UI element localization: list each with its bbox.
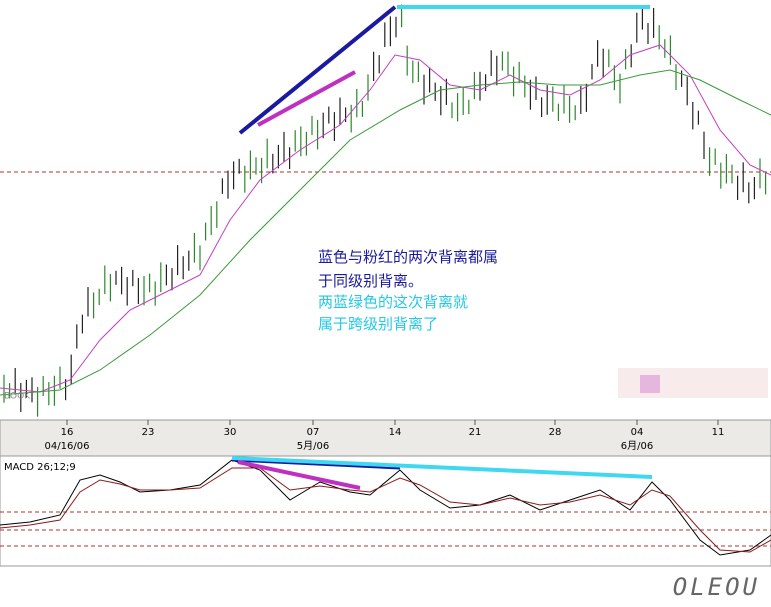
- date-label: 23: [142, 427, 155, 438]
- annotation: 于同级别背离。: [318, 272, 423, 290]
- divergence-line-magenta: [237, 460, 361, 490]
- moving-average-short: [0, 44, 771, 393]
- price-panel: [0, 0, 771, 420]
- annotation: 两蓝绿色的这次背离就: [318, 293, 468, 311]
- divergence-line-blue: [238, 5, 397, 135]
- month-label: 6月/06: [621, 440, 653, 452]
- date-axis: [0, 419, 771, 457]
- date-label: 28: [549, 427, 562, 438]
- date-label: 07: [307, 427, 320, 438]
- indicator-label: MACD 26;12;9: [4, 462, 76, 473]
- annotation: 属于跨级别背离了: [318, 315, 438, 333]
- blurred-area: [640, 375, 660, 393]
- signal-line: [0, 467, 771, 553]
- month-label: 5月/06: [297, 440, 329, 452]
- month-label: 04/16/06: [45, 441, 90, 452]
- date-label: 04: [631, 427, 644, 438]
- annotation: 蓝色与粉红的两次背离都属: [318, 248, 498, 266]
- date-axis-labels: 16 23 30 07 14 21 28 04 11 04/16/06 5月/06 6月/06: [45, 420, 725, 452]
- corner-label: BOOK: [4, 392, 31, 402]
- macd-panel: [0, 455, 771, 567]
- divergence-line-magenta: [257, 70, 356, 127]
- date-label: 14: [389, 427, 402, 438]
- date-label: 21: [469, 427, 482, 438]
- divergence-line-blue: [231, 458, 401, 470]
- moving-average-long: [0, 69, 771, 396]
- macd-line: [0, 459, 771, 556]
- price-bars: [3, 4, 767, 417]
- date-label: 11: [712, 427, 725, 438]
- watermark: OLEOU: [673, 573, 760, 601]
- divergence-line-cyan: [231, 456, 653, 479]
- date-label: 30: [224, 427, 237, 438]
- date-label: 16: [61, 427, 74, 438]
